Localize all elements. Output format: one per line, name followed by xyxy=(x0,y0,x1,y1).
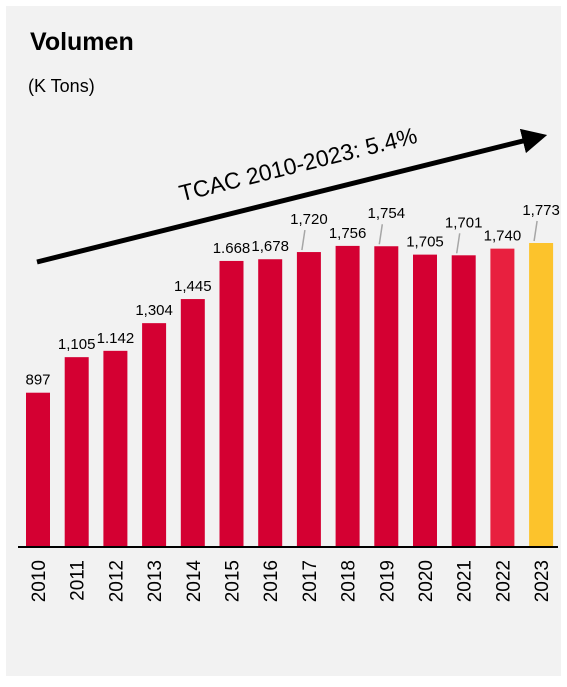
trend-arrow xyxy=(36,128,548,265)
bar xyxy=(451,255,476,546)
leader-line xyxy=(533,220,538,242)
data-label: 1,773 xyxy=(522,202,560,219)
data-label: 897 xyxy=(25,372,50,389)
data-label: 1.142 xyxy=(97,330,135,347)
bar xyxy=(258,259,283,546)
chart-subtitle: (K Tons) xyxy=(28,76,95,96)
data-label: 1,754 xyxy=(368,205,406,222)
data-label: 1.668 xyxy=(213,240,251,257)
x-tick-label: 2019 xyxy=(377,560,398,602)
bar xyxy=(490,248,515,546)
x-tick-label: 2021 xyxy=(455,560,476,602)
bar xyxy=(26,392,50,546)
bar xyxy=(413,254,437,547)
bar xyxy=(142,323,167,546)
data-label: 1,740 xyxy=(484,228,522,245)
leader-line xyxy=(455,233,461,254)
data-label: 1,678 xyxy=(251,238,289,255)
bar xyxy=(335,245,360,546)
data-label: 1,304 xyxy=(135,302,173,319)
x-tick-label: 2020 xyxy=(416,560,437,602)
data-label: 1,756 xyxy=(329,225,367,242)
leader-line xyxy=(378,224,384,245)
x-tick-label: 2012 xyxy=(106,560,127,602)
bar xyxy=(374,246,399,546)
x-tick-label: 2023 xyxy=(532,560,553,602)
x-tick-label: 2013 xyxy=(145,560,166,602)
chart-title: Volumen xyxy=(30,28,134,56)
data-label: 1,701 xyxy=(445,214,483,231)
x-tick-label: 2016 xyxy=(261,560,282,602)
data-label: 1,720 xyxy=(290,211,328,228)
data-label: 1,705 xyxy=(406,234,444,251)
x-tick-label: 2014 xyxy=(184,560,205,603)
bar xyxy=(64,357,89,546)
data-label: 1,445 xyxy=(174,278,212,295)
x-tick-label: 2017 xyxy=(300,560,321,602)
bar xyxy=(296,252,321,546)
x-tick-label: 2015 xyxy=(223,560,244,602)
x-tick-label: 2022 xyxy=(493,560,514,602)
x-tick-label: 2010 xyxy=(29,560,50,602)
bar xyxy=(103,350,128,546)
leader-line xyxy=(301,229,306,251)
x-tick-label: 2011 xyxy=(68,560,89,601)
x-tick-label: 2018 xyxy=(339,560,360,602)
data-label: 1,105 xyxy=(58,336,96,353)
bar xyxy=(219,260,244,546)
bar xyxy=(529,243,554,546)
bar xyxy=(180,299,205,546)
